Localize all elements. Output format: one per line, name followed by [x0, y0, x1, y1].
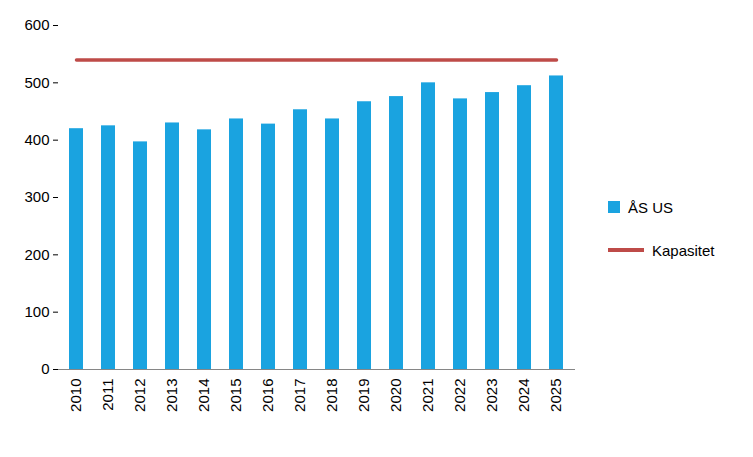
svg-text:100: 100: [24, 303, 49, 320]
svg-text:2011: 2011: [99, 379, 116, 411]
svg-text:600: 600: [24, 16, 49, 33]
svg-text:2023: 2023: [483, 379, 500, 412]
svg-text:0: 0: [41, 360, 49, 377]
svg-text:2018: 2018: [323, 379, 340, 412]
html-text:ÅS US: ÅS US: [628, 198, 673, 216]
svg-text:2021: 2021: [419, 379, 436, 412]
svg-text:2019: 2019: [355, 379, 372, 412]
svg-text:2010: 2010: [67, 379, 84, 412]
svg-text:2017: 2017: [291, 379, 308, 412]
svg-text:2025: 2025: [547, 379, 564, 412]
svg-text:2022: 2022: [451, 379, 468, 412]
svg-text:2020: 2020: [387, 379, 404, 412]
svg-text:2016: 2016: [259, 379, 276, 412]
svg-text:200: 200: [24, 246, 49, 263]
svg-text:400: 400: [24, 131, 49, 148]
svg-text:2015: 2015: [227, 379, 244, 412]
svg-text:2014: 2014: [195, 379, 212, 412]
svg-text:2012: 2012: [131, 379, 148, 412]
svg-text:2024: 2024: [515, 379, 532, 412]
svg-text:300: 300: [24, 188, 49, 205]
html-text:Kapasitet: Kapasitet: [652, 241, 715, 259]
svg-text:500: 500: [24, 74, 49, 91]
svg-text:2013: 2013: [163, 379, 180, 412]
